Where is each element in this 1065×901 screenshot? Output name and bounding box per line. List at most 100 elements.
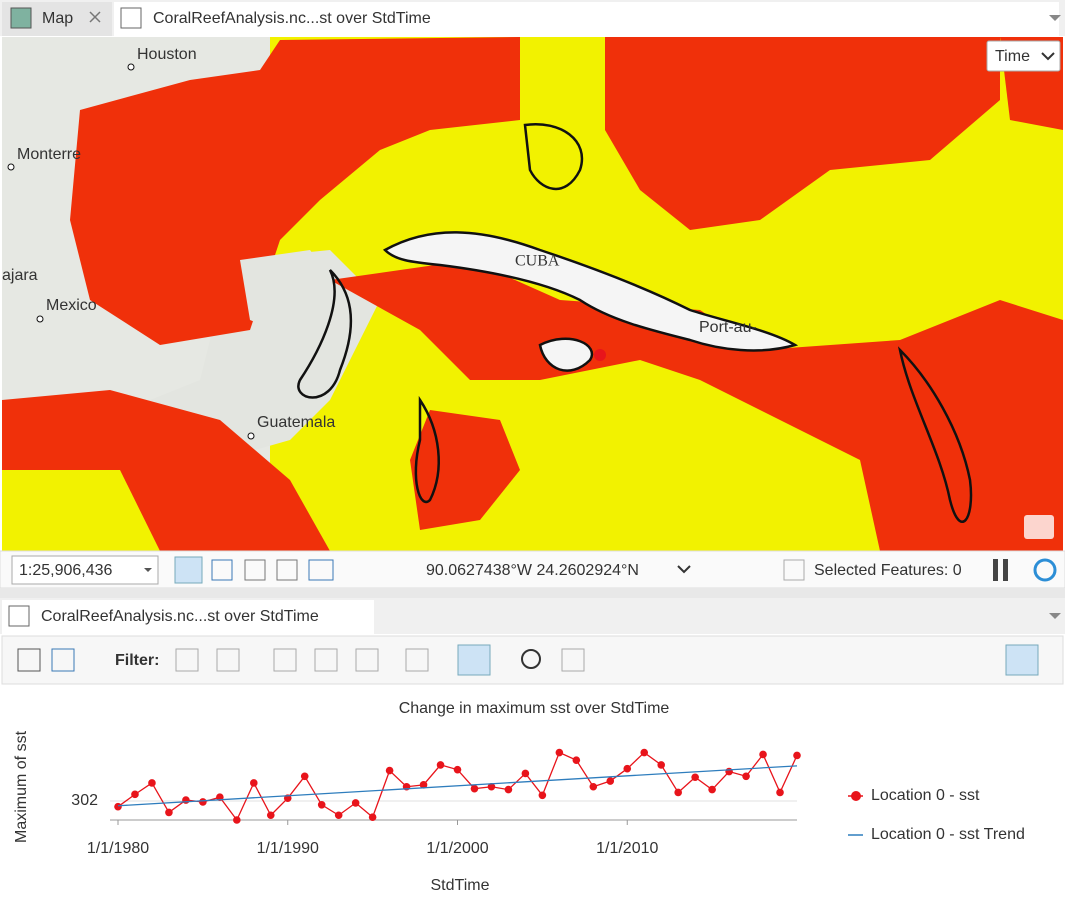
time-dropdown[interactable] [986, 40, 1061, 72]
tool-button[interactable] [276, 559, 298, 581]
chart-tab[interactable] [2, 600, 374, 634]
data-point [759, 750, 767, 759]
city-dot [127, 63, 135, 71]
data-point [334, 811, 343, 820]
close-button[interactable] [89, 11, 101, 23]
pause-button[interactable] [993, 559, 998, 581]
reef-outline [523, 122, 584, 190]
chart-title: Change in maximum sst over StdTime [399, 700, 670, 717]
city-dot [7, 163, 15, 171]
data-point [453, 765, 462, 774]
legend-label: Location 0 - sst [871, 787, 980, 804]
data-point [233, 816, 241, 824]
data-point [776, 788, 784, 797]
selection-icon [783, 559, 805, 581]
tool-button[interactable] [314, 648, 338, 672]
reef-outline [297, 269, 353, 399]
tab-label[interactable]: Map [42, 10, 73, 27]
tool-button[interactable] [216, 648, 240, 672]
tool-button[interactable] [174, 556, 203, 584]
data-point [538, 791, 547, 800]
island-outline [382, 231, 799, 352]
data-point [674, 788, 682, 797]
map: Houston Monterre ajara Mexico Guatemala … [2, 37, 1063, 551]
x-tick-label: 1/1/1990 [257, 840, 319, 857]
x-tick-label: 1/1/2000 [426, 840, 488, 857]
location-marker[interactable] [594, 349, 606, 361]
data-point [691, 773, 699, 782]
tab-label[interactable]: CoralReefAnalysis.nc...st over StdTime [41, 608, 319, 625]
tool-button[interactable] [211, 559, 233, 581]
data-point [725, 767, 733, 776]
map-overlay-button[interactable] [1024, 515, 1054, 539]
sst-red [605, 37, 1000, 230]
tool-button[interactable] [521, 649, 541, 669]
map-label: Monterre [17, 146, 81, 163]
tool-button[interactable] [273, 648, 297, 672]
tool-button[interactable] [244, 559, 266, 581]
reef-outline [414, 395, 440, 504]
map-label: ajara [2, 267, 38, 284]
data-point [708, 785, 716, 794]
data-point [640, 748, 649, 757]
time-label[interactable]: Time [995, 48, 1030, 65]
map-icon [10, 7, 32, 29]
data-point [572, 756, 581, 764]
tool-button[interactable] [355, 648, 379, 672]
tool-button[interactable] [51, 648, 75, 672]
dropdown-arrow [1041, 52, 1055, 61]
data-point [555, 748, 564, 757]
data-point [623, 764, 632, 773]
selected-features[interactable]: Selected Features: 0 [814, 562, 962, 579]
x-tick-label: 1/1/1980 [87, 840, 149, 857]
data-point [148, 779, 156, 787]
tool-button[interactable] [308, 559, 334, 581]
chart-toolbar [1, 635, 1064, 685]
map-label: Mexico [46, 297, 97, 314]
pause-button[interactable] [1003, 559, 1008, 581]
tool-button[interactable] [175, 648, 199, 672]
sst-red [70, 37, 520, 345]
tool-button[interactable] [457, 644, 491, 676]
tab-menu[interactable] [1049, 613, 1061, 619]
coordinates: 90.0627438°W 24.2602924°N [426, 562, 639, 579]
data-point [419, 781, 428, 789]
dropdown-arrow [144, 568, 152, 572]
tool-button[interactable] [17, 648, 41, 672]
data-point [436, 761, 445, 769]
data-point [114, 802, 122, 811]
tool-button[interactable] [1005, 644, 1039, 676]
data-point [317, 801, 326, 809]
scale-text[interactable]: 1:25,906,436 [19, 562, 113, 579]
map-label: Houston [137, 46, 197, 63]
y-tick-label: 302 [71, 792, 98, 809]
tab-label[interactable]: CoralReefAnalysis.nc...st over StdTime [153, 10, 431, 27]
data-point [199, 798, 207, 806]
land [240, 250, 340, 340]
y-axis-label: Maximum of sst [13, 730, 30, 843]
tab-menu[interactable] [1049, 15, 1061, 21]
data-point [368, 813, 377, 821]
refresh-button[interactable] [1033, 558, 1057, 582]
splitter [0, 588, 1065, 598]
tool-button[interactable] [561, 648, 585, 672]
data-point [351, 799, 360, 807]
sst-yellow [2, 470, 160, 551]
scale-box[interactable] [11, 555, 159, 585]
data-point [657, 761, 665, 769]
tool-button[interactable] [405, 648, 429, 672]
data-point [131, 790, 139, 799]
map-label: Port-au- [699, 319, 757, 336]
reef-outline [897, 346, 973, 524]
dropdown-arrow[interactable] [677, 565, 691, 574]
data-point [250, 779, 258, 787]
data-point [470, 784, 479, 793]
data-point [487, 782, 496, 791]
land [2, 37, 270, 400]
map-label: Guatemala [257, 414, 335, 431]
chart: Change in maximum sst over StdTime Maxim… [13, 700, 1025, 894]
data-point [182, 796, 190, 804]
chart-tab[interactable] [114, 2, 1059, 36]
sst-red [330, 260, 1063, 551]
map-label: CUBA [515, 253, 560, 270]
